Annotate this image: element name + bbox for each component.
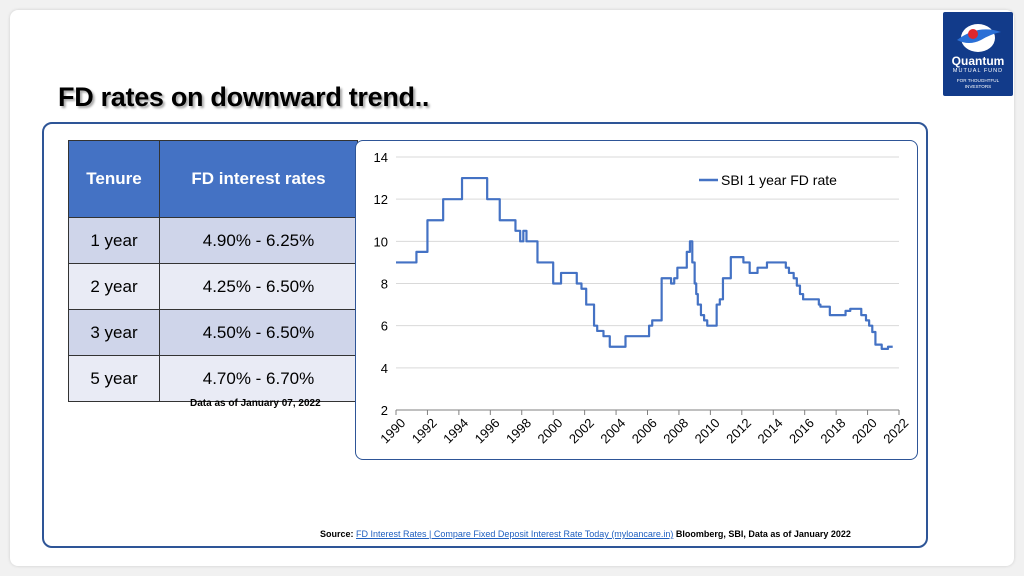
tenure-cell: 5 year xyxy=(68,355,160,402)
header-tenure: Tenure xyxy=(68,140,160,218)
x-tick-label: 2002 xyxy=(566,415,597,446)
x-tick-label: 2008 xyxy=(660,415,691,446)
table-row: 2 year 4.25% - 6.50% xyxy=(68,263,358,310)
x-tick-label: 2012 xyxy=(723,415,754,446)
source-link[interactable]: FD Interest Rates | Compare Fixed Deposi… xyxy=(356,529,674,539)
y-tick-label: 10 xyxy=(374,234,388,249)
x-tick-label: 2006 xyxy=(629,415,660,446)
content-panel xyxy=(42,122,928,548)
x-tick-label: 1996 xyxy=(472,415,503,446)
x-tick-label: 1992 xyxy=(409,415,440,446)
x-tick-label: 2000 xyxy=(534,415,565,446)
table-row: 5 year 4.70% - 6.70% xyxy=(68,355,358,402)
x-tick-label: 1994 xyxy=(440,415,471,446)
logo-tagline: FOR THOUGHTFUL INVESTORS xyxy=(943,78,1013,90)
page-title: FD rates on downward trend.. xyxy=(58,82,430,112)
logo-subtitle: MUTUAL FUND xyxy=(952,68,1004,74)
y-tick-label: 14 xyxy=(374,150,388,165)
x-tick-label: 1990 xyxy=(377,415,408,446)
fd-rates-table: Tenure FD interest rates 1 year 4.90% - … xyxy=(68,140,358,402)
table-header-row: Tenure FD interest rates xyxy=(68,140,358,218)
y-tick-label: 2 xyxy=(381,403,388,418)
logo-name: Quantum xyxy=(951,54,1005,68)
header-fd-rates: FD interest rates xyxy=(159,140,358,218)
logo-tagline-line-2: INVESTORS xyxy=(964,84,992,89)
rate-cell: 4.70% - 6.70% xyxy=(159,355,358,402)
rate-cell: 4.50% - 6.50% xyxy=(159,309,358,356)
logo-tagline-line-1: FOR THOUGHTFUL xyxy=(956,78,1000,83)
source-note: Source: FD Interest Rates | Compare Fixe… xyxy=(320,529,851,539)
legend-label: SBI 1 year FD rate xyxy=(721,172,837,188)
rate-cell: 4.90% - 6.25% xyxy=(159,217,358,264)
chart-container: 2 4 6 8 10 12 14 1990 1992 1994 1996 1998 2000 2002 20… xyxy=(355,140,918,460)
rate-cell: 4.25% - 6.50% xyxy=(159,263,358,310)
x-tick-label: 1998 xyxy=(503,415,534,446)
source-rest: Bloomberg, SBI, Data as of January 2022 xyxy=(675,529,851,539)
tenure-cell: 3 year xyxy=(68,309,160,356)
series-line xyxy=(396,176,893,350)
x-tick-label: 2014 xyxy=(755,415,786,446)
table-row: 3 year 4.50% - 6.50% xyxy=(68,309,358,356)
source-label: Source: xyxy=(320,529,354,539)
y-tick-label: 6 xyxy=(381,319,388,334)
brand-logo: Quantum MUTUAL FUND FOR THOUGHTFUL INVES… xyxy=(943,12,1013,96)
y-tick-label: 8 xyxy=(381,277,388,292)
x-tick-label: 2004 xyxy=(597,415,628,446)
logo-emblem-icon xyxy=(957,24,1001,52)
tenure-cell: 2 year xyxy=(68,263,160,310)
y-tick-label: 12 xyxy=(374,192,388,207)
y-tick-label: 4 xyxy=(381,361,388,376)
x-tick-label: 2022 xyxy=(880,415,911,446)
table-row: 1 year 4.90% - 6.25% xyxy=(68,217,358,264)
x-tick-label: 2020 xyxy=(849,415,880,446)
x-tick-label: 2010 xyxy=(692,415,723,446)
table-note: Data as of January 07, 2022 xyxy=(190,398,321,409)
x-tick-label: 2018 xyxy=(817,415,848,446)
x-tick-label: 2016 xyxy=(786,415,817,446)
tenure-cell: 1 year xyxy=(68,217,160,264)
